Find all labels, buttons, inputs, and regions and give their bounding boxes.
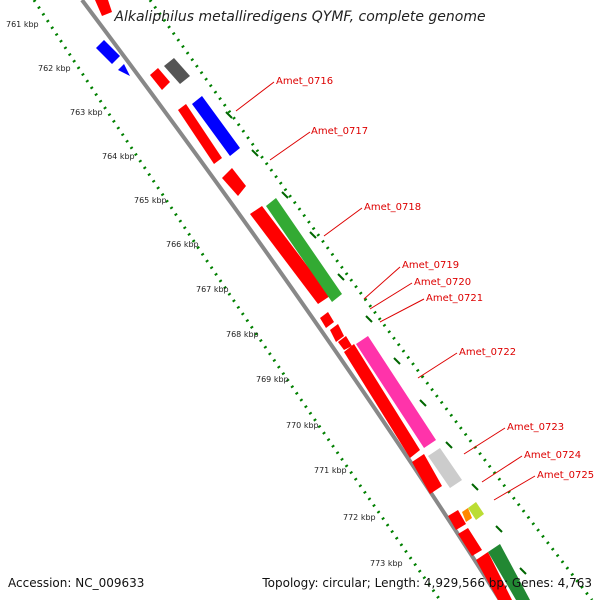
kbp-label: 769 kbp (256, 375, 289, 384)
kbp-label: 765 kbp (134, 196, 167, 205)
gene-block-2 (178, 104, 222, 164)
outer-tick-ring (148, 0, 594, 600)
kbp-label: 770 kbp (286, 421, 319, 430)
gene-label: Amet_0721 (426, 293, 483, 304)
gene-block-blue-3 (192, 96, 240, 156)
gene-block-blue-2 (118, 64, 130, 76)
kbp-label: 761 kbp (6, 20, 39, 29)
kbp-label: 772 kbp (343, 513, 376, 522)
gene-block-6 (330, 324, 344, 342)
outer-tick (445, 441, 453, 449)
leader-line (235, 81, 275, 112)
outer-tick (309, 231, 317, 239)
gene-label: Amet_0720 (414, 277, 471, 288)
gene-block-8 (344, 344, 420, 458)
outer-tick (337, 273, 345, 281)
outer-tick (495, 525, 503, 533)
leader-line (481, 455, 523, 483)
gene-block-11 (458, 528, 482, 556)
kbp-label: 768 kbp (226, 330, 259, 339)
outer-tick (251, 149, 259, 157)
gene-block-top (95, 0, 112, 16)
gene-block-green-1 (266, 198, 342, 302)
accession-text: Accession: NC_009633 (8, 576, 145, 590)
gene-block-1 (150, 68, 170, 90)
gene-block-4 (250, 206, 330, 304)
gene-block-yellow-1 (468, 502, 484, 520)
gene-block-grey-1 (164, 58, 190, 84)
kbp-label: 771 kbp (314, 466, 347, 475)
outer-tick (225, 111, 233, 119)
kbp-label: 763 kbp (70, 108, 103, 117)
kbp-label: 762 kbp (38, 64, 71, 73)
topology-text: Topology: circular; Length: 4,929,566 bp… (262, 576, 592, 590)
leader-line (417, 352, 458, 379)
leader-line (369, 282, 413, 310)
gene-label: Amet_0723 (507, 422, 564, 433)
kbp-label: 767 kbp (196, 285, 229, 294)
kbp-label: 764 kbp (102, 152, 135, 161)
kbp-label: 766 kbp (166, 240, 199, 249)
leader-line (269, 131, 311, 161)
gene-label: Amet_0718 (364, 202, 421, 213)
gene-block-blue-1 (96, 40, 120, 64)
outer-tick (393, 357, 401, 365)
leader-line (363, 266, 401, 300)
outer-tick (281, 191, 289, 199)
gene-label: Amet_0722 (459, 347, 516, 358)
gene-label: Amet_0725 (537, 470, 594, 481)
leader-line (323, 207, 363, 237)
gene-block-lightgrey-1 (428, 448, 462, 488)
outer-tick (419, 399, 427, 407)
genome-backbone (80, 0, 502, 600)
gene-block-5 (320, 312, 334, 328)
outer-tick (365, 315, 373, 323)
gene-label: Amet_0717 (311, 126, 368, 137)
gene-block-3 (222, 168, 246, 196)
inner-scale-ring (32, 0, 442, 600)
gene-block-12 (476, 552, 512, 600)
gene-label: Amet_0724 (524, 450, 581, 461)
gene-block-9 (412, 454, 442, 494)
leader-line (493, 475, 536, 501)
gene-block-10 (448, 510, 466, 530)
gene-block-orange-1 (462, 508, 472, 522)
gene-label: Amet_0716 (276, 76, 333, 87)
gene-block-magenta-1 (356, 336, 436, 448)
outer-tick (519, 567, 527, 575)
leader-line (379, 298, 425, 323)
leader-line (463, 427, 506, 455)
gene-block-green-2 (488, 544, 530, 600)
gene-label: Amet_0719 (402, 260, 459, 271)
genome-title: Alkaliphilus metalliredigens QYMF, compl… (114, 9, 486, 25)
outer-tick (471, 483, 479, 491)
gene-block-7 (338, 336, 352, 350)
kbp-label: 773 kbp (370, 559, 403, 568)
